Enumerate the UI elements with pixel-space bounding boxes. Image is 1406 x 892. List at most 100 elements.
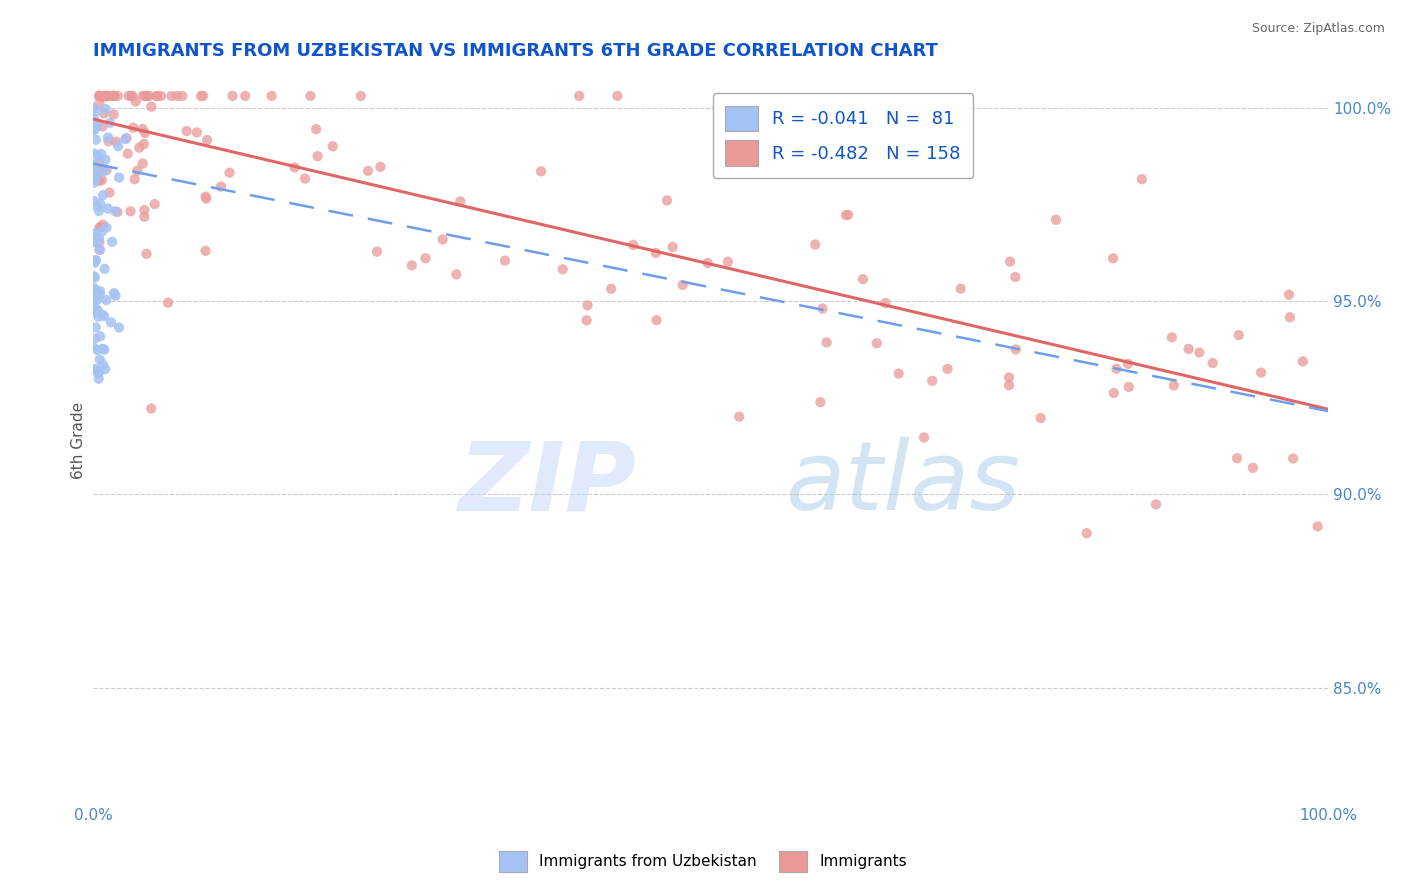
Point: [101, 235, 124, 249]
Point: [86, 199, 108, 213]
Point: [90, 225, 112, 239]
Point: [143, 197, 166, 211]
Point: [793, 149, 815, 163]
Point: [1163, 378, 1185, 392]
Point: [815, 335, 838, 350]
Point: [912, 430, 935, 444]
Point: [195, 192, 218, 206]
Point: [728, 409, 751, 424]
Point: [756, 147, 779, 161]
Point: [94, 102, 117, 116]
Point: [124, 172, 146, 186]
Point: [91, 120, 114, 134]
Point: [1278, 310, 1301, 325]
Point: [146, 89, 169, 103]
Point: [432, 232, 454, 246]
Point: [1076, 526, 1098, 541]
Point: [366, 244, 388, 259]
Point: [131, 122, 153, 136]
Point: [83, 235, 105, 250]
Point: [852, 272, 875, 286]
Point: [83, 194, 105, 208]
Point: [91, 218, 114, 232]
Point: [156, 295, 179, 310]
Point: [1188, 345, 1211, 359]
Point: [104, 204, 127, 219]
Point: [94, 89, 117, 103]
Point: [89, 89, 111, 103]
Point: [97, 134, 120, 148]
Point: [97, 89, 120, 103]
Point: [921, 374, 943, 388]
Point: [84, 253, 107, 268]
Point: [132, 89, 155, 103]
Point: [89, 219, 111, 234]
Point: [83, 232, 105, 246]
Point: [83, 227, 105, 241]
Point: [128, 141, 150, 155]
Point: [606, 89, 628, 103]
Point: [89, 284, 111, 298]
Point: [1130, 172, 1153, 186]
Legend: R = -0.041   N =  81, R = -0.482   N = 158: R = -0.041 N = 81, R = -0.482 N = 158: [713, 93, 973, 178]
Point: [221, 89, 243, 103]
Point: [83, 161, 105, 176]
Point: [357, 164, 380, 178]
Point: [84, 320, 107, 334]
Point: [83, 332, 105, 346]
Point: [83, 112, 105, 127]
Point: [91, 308, 114, 322]
Point: [307, 149, 329, 163]
Point: [645, 313, 668, 327]
Point: [103, 107, 125, 121]
Point: [84, 363, 107, 377]
Point: [89, 235, 111, 250]
Point: [87, 371, 110, 385]
Point: [644, 245, 666, 260]
Point: [94, 153, 117, 167]
Point: [89, 352, 111, 367]
Point: [494, 253, 516, 268]
Point: [89, 329, 111, 343]
Point: [936, 362, 959, 376]
Point: [83, 123, 105, 137]
Point: [86, 120, 108, 134]
Point: [83, 269, 105, 284]
Point: [401, 259, 423, 273]
Point: [84, 362, 107, 376]
Point: [1278, 287, 1301, 301]
Point: [1144, 497, 1167, 511]
Point: [83, 293, 105, 308]
Point: [121, 89, 143, 103]
Point: [90, 173, 112, 187]
Point: [120, 89, 142, 103]
Point: [145, 89, 167, 103]
Point: [305, 122, 328, 136]
Point: [90, 147, 112, 161]
Point: [90, 90, 112, 104]
Point: [87, 231, 110, 245]
Point: [875, 296, 897, 310]
Point: [998, 254, 1021, 268]
Point: [284, 161, 307, 175]
Point: [1118, 380, 1140, 394]
Point: [190, 89, 212, 103]
Point: [160, 89, 183, 103]
Point: [107, 139, 129, 153]
Point: [87, 204, 110, 219]
Point: [89, 89, 111, 103]
Point: [808, 395, 831, 409]
Text: IMMIGRANTS FROM UZBEKISTAN VS IMMIGRANTS 6TH GRADE CORRELATION CHART: IMMIGRANTS FROM UZBEKISTAN VS IMMIGRANTS…: [93, 42, 938, 60]
Point: [1306, 519, 1329, 533]
Point: [1177, 342, 1199, 356]
Point: [89, 243, 111, 257]
Point: [176, 124, 198, 138]
Point: [134, 210, 156, 224]
Point: [115, 131, 138, 145]
Point: [96, 293, 118, 307]
Point: [370, 160, 392, 174]
Point: [89, 287, 111, 301]
Point: [117, 89, 139, 103]
Point: [294, 171, 316, 186]
Point: [87, 285, 110, 299]
